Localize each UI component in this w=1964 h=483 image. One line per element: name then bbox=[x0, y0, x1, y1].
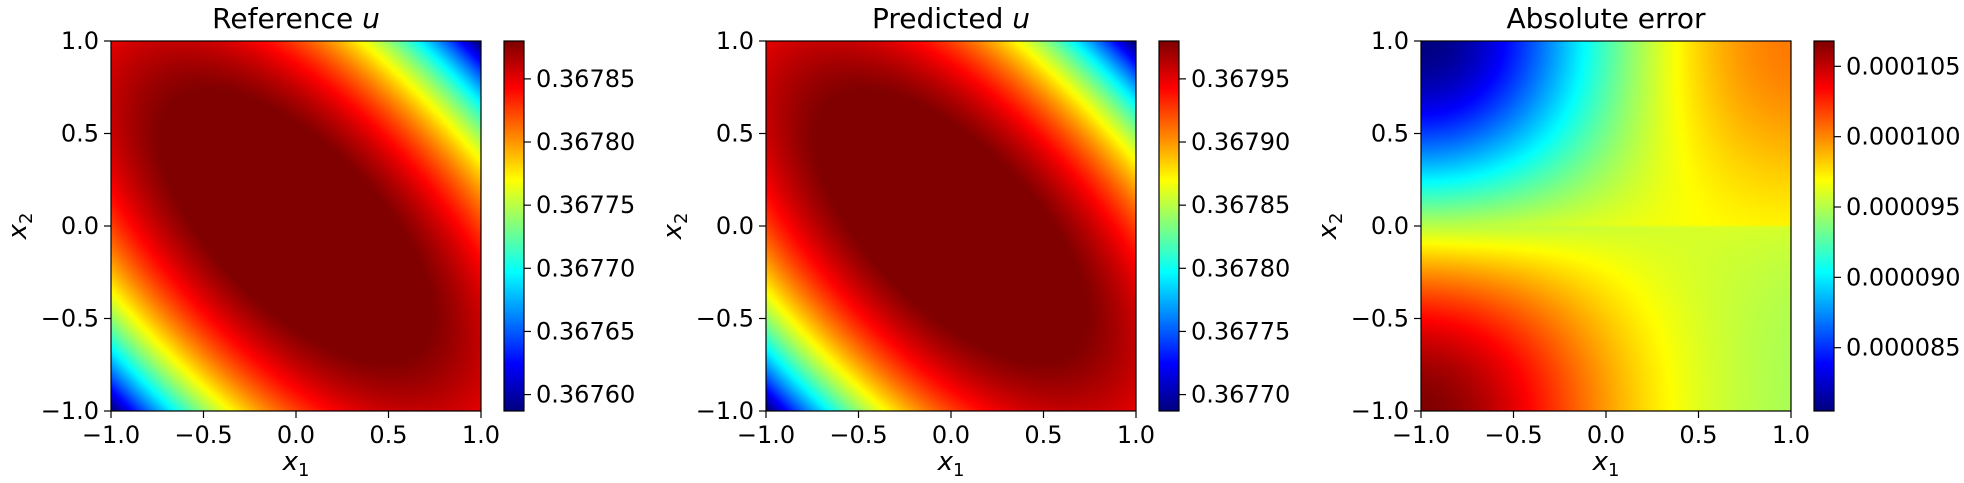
colorbar-tick-label: 0.000085 bbox=[1846, 334, 1961, 362]
chart-title: Absolute error bbox=[1506, 2, 1706, 35]
y-tick-label: 1.0 bbox=[1371, 27, 1409, 55]
colorbar-gradient bbox=[504, 41, 524, 411]
x-tick-label: −1.0 bbox=[1392, 421, 1450, 449]
colorbar-tick-label: 0.36760 bbox=[536, 381, 635, 409]
x-tick-label: −0.5 bbox=[829, 421, 887, 449]
colorbar-tick-label: 0.36775 bbox=[1191, 317, 1290, 345]
chart-panel-3: Absolute error −1.0 −0.5 0.0 0.5 1.0 −1.0 −0.5 0… bbox=[1313, 2, 1961, 481]
colorbar-tick-label: 0.000105 bbox=[1846, 52, 1961, 80]
colorbar-tick-label: 0.36775 bbox=[536, 191, 635, 219]
colorbar-frame bbox=[1158, 40, 1180, 412]
chart-title: Predicted u bbox=[872, 2, 1030, 35]
colorbar: 0.000085 0.000090 0.000095 0.000100 0.000105 bbox=[1813, 40, 1961, 412]
colorbar-tick-label: 0.36780 bbox=[536, 128, 635, 156]
colorbar: 0.36760 0.36765 0.36770 0.36775 0.36780 0.367… bbox=[503, 40, 635, 412]
x-tick-label: 0.0 bbox=[1587, 421, 1625, 449]
colorbar-tick-label: 0.000090 bbox=[1846, 263, 1961, 291]
x-tick-label: −0.5 bbox=[174, 421, 232, 449]
y-tick-label: 0.0 bbox=[716, 212, 754, 240]
colorbar-frame bbox=[1813, 40, 1835, 412]
y-tick-label: −0.5 bbox=[1351, 305, 1409, 333]
colorbar-tick-label: 0.36765 bbox=[536, 317, 635, 345]
colorbar-gradient bbox=[1159, 41, 1179, 411]
y-tick-label: −1.0 bbox=[696, 397, 754, 425]
x-tick-label: 0.5 bbox=[369, 421, 407, 449]
chart-panel-2: Predicted u −1.0 −0.5 0.0 0.5 1.0 −1.0 −0.5 0.0 0… bbox=[658, 2, 1290, 481]
y-tick-label: −1.0 bbox=[1351, 397, 1409, 425]
x-tick-label: −1.0 bbox=[737, 421, 795, 449]
y-axis-label: x2x2 bbox=[1313, 213, 1347, 241]
y-tick-label: −0.5 bbox=[696, 305, 754, 333]
y-axis-label: x2x2 bbox=[3, 213, 37, 241]
colorbar-frame bbox=[503, 40, 525, 412]
x-axis-label: x1x1 bbox=[937, 447, 965, 481]
y-tick-label: 1.0 bbox=[716, 27, 754, 55]
heatmap-image bbox=[766, 41, 1136, 411]
x-tick-label: 0.0 bbox=[932, 421, 970, 449]
colorbar-tick-label: 0.36785 bbox=[1191, 191, 1290, 219]
colorbar-tick-label: 0.36790 bbox=[1191, 128, 1290, 156]
colorbar-tick-label: 0.36770 bbox=[1191, 381, 1290, 409]
chart-title: Reference u bbox=[212, 2, 380, 35]
colorbar-tick-label: 0.36780 bbox=[1191, 254, 1290, 282]
x-tick-label: −0.5 bbox=[1484, 421, 1542, 449]
x-tick-label: 0.5 bbox=[1679, 421, 1717, 449]
y-tick-label: 0.5 bbox=[716, 120, 754, 148]
y-tick-label: 1.0 bbox=[61, 27, 99, 55]
y-tick-label: −0.5 bbox=[41, 305, 99, 333]
y-axis-label: x2x2 bbox=[658, 213, 692, 241]
x-tick-label: 1.0 bbox=[1117, 421, 1155, 449]
colorbar: 0.36770 0.36775 0.36780 0.36785 0.36790 0.367… bbox=[1158, 40, 1290, 412]
x-axis-label: x1x1 bbox=[1592, 447, 1620, 481]
x-tick-label: 1.0 bbox=[1772, 421, 1810, 449]
y-tick-label: −1.0 bbox=[41, 397, 99, 425]
x-tick-label: 0.5 bbox=[1024, 421, 1062, 449]
colorbar-tick-label: 0.000100 bbox=[1846, 123, 1961, 151]
x-tick-label: 0.0 bbox=[277, 421, 315, 449]
y-tick-label: 0.0 bbox=[61, 212, 99, 240]
colorbar-tick-label: 0.36770 bbox=[536, 254, 635, 282]
heatmap-image bbox=[111, 41, 481, 411]
colorbar-tick-label: 0.000095 bbox=[1846, 193, 1961, 221]
x-tick-label: −1.0 bbox=[82, 421, 140, 449]
x-tick-label: 1.0 bbox=[462, 421, 500, 449]
y-tick-label: 0.5 bbox=[1371, 120, 1409, 148]
y-tick-label: 0.5 bbox=[61, 120, 99, 148]
chart-panel-1: Reference u −1.0 −0.5 0.0 0.5 1.0 −1.0 −0.5 0.0 0… bbox=[3, 2, 635, 481]
y-tick-label: 0.0 bbox=[1371, 212, 1409, 240]
colorbar-gradient bbox=[1814, 41, 1834, 411]
heatmap-image bbox=[1421, 41, 1791, 411]
x-axis-label: x1x1 bbox=[282, 447, 310, 481]
colorbar-tick-label: 0.36795 bbox=[1191, 65, 1290, 93]
colorbar-tick-label: 0.36785 bbox=[536, 65, 635, 93]
